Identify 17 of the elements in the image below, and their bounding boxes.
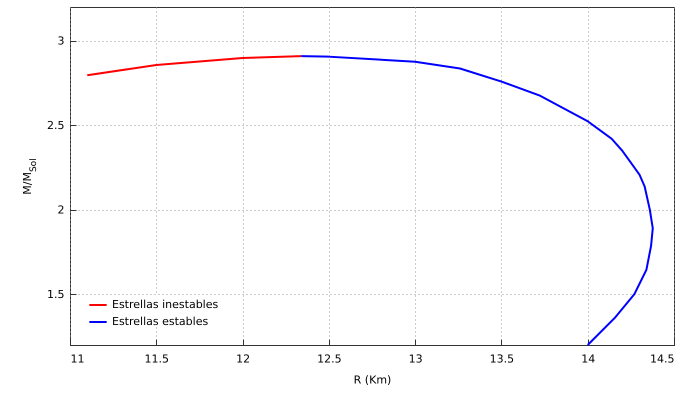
- x-tick-label: 12.5: [317, 352, 342, 366]
- x-tick-label: 11.5: [144, 352, 170, 366]
- y-tick-label: 1.5: [47, 288, 64, 301]
- x-tick-label: 13: [408, 352, 423, 366]
- y-tick-label: 3: [58, 34, 64, 48]
- legend-label: Estrellas inestables: [112, 298, 219, 311]
- y-tick-label: 2: [58, 203, 64, 216]
- legend-label: Estrellas estables: [112, 315, 208, 328]
- x-tick-label: 13.5: [490, 352, 514, 366]
- x-tick-label: 14.5: [650, 352, 674, 366]
- y-tick-label: 2.5: [47, 118, 64, 132]
- x-tick-label: 12: [236, 352, 250, 366]
- x-axis-title: R (Km): [354, 374, 392, 386]
- x-tick-label: 11: [70, 352, 84, 366]
- line-series: [86, 55, 302, 76]
- line-series: [300, 55, 654, 346]
- x-tick-label: 14: [581, 352, 596, 366]
